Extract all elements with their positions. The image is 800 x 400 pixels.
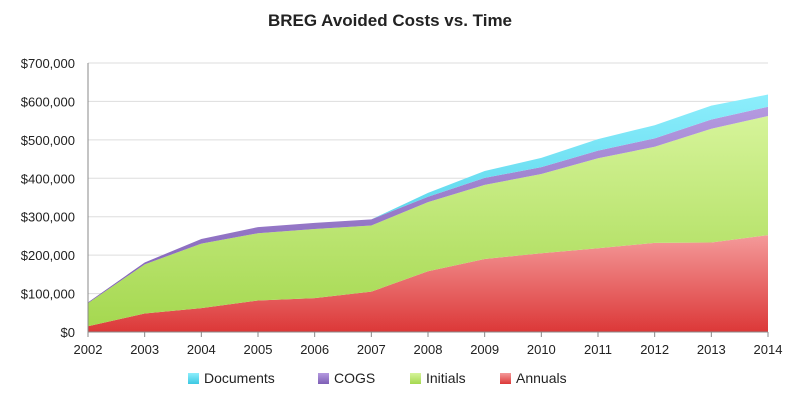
legend-label-annuals: Annuals — [516, 370, 567, 386]
chart-title: BREG Avoided Costs vs. Time — [268, 11, 512, 30]
legend-label-initials: Initials — [426, 370, 466, 386]
area-documents — [88, 94, 768, 303]
legend-swatch-documents — [188, 373, 199, 384]
y-tick-label: $400,000 — [21, 171, 75, 186]
legend-label-documents: Documents — [204, 370, 275, 386]
x-tick-label: 2003 — [130, 342, 159, 357]
axes: $0 $100,000 $200,000 $300,000 $400,000 $500,0… — [21, 56, 783, 357]
legend-label-cogs: COGS — [334, 370, 375, 386]
y-tick-label: $200,000 — [21, 248, 75, 263]
x-tick-label: 2004 — [187, 342, 216, 357]
area-initials — [88, 116, 768, 327]
x-tick-label: 2006 — [300, 342, 329, 357]
y-tick-label: $700,000 — [21, 56, 75, 71]
y-tick-label: $0 — [61, 325, 75, 340]
y-tick-label: $100,000 — [21, 287, 75, 302]
area-annuals — [88, 235, 768, 332]
x-tick-label: 2014 — [754, 342, 783, 357]
legend-swatch-cogs — [318, 373, 329, 384]
area-cogs — [88, 106, 768, 304]
x-tick-label: 2012 — [640, 342, 669, 357]
legend-swatch-annuals — [500, 373, 511, 384]
x-tick-label: 2011 — [584, 342, 612, 357]
legend-swatch-initials — [410, 373, 421, 384]
x-tick-label: 2002 — [74, 342, 103, 357]
plot-area — [88, 94, 768, 332]
y-tick-label: $500,000 — [21, 133, 75, 148]
y-tick-label: $600,000 — [21, 94, 75, 109]
x-tick-label: 2009 — [470, 342, 499, 357]
x-tick-label: 2010 — [527, 342, 556, 357]
legend: Documents COGS Initials Annuals — [188, 370, 567, 386]
x-tick-label: 2013 — [697, 342, 726, 357]
x-tick-label: 2007 — [357, 342, 386, 357]
y-tick-label: $300,000 — [21, 210, 75, 225]
x-tick-label: 2005 — [244, 342, 273, 357]
x-tick-label: 2008 — [414, 342, 443, 357]
